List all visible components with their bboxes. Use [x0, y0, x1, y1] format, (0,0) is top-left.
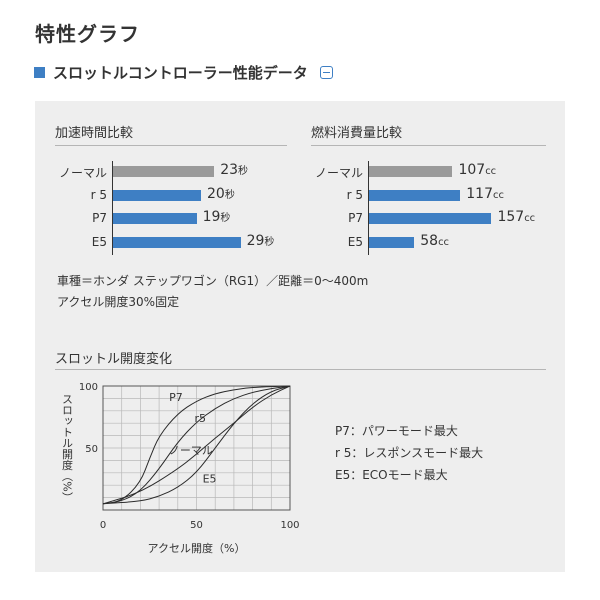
fuel-bar	[369, 236, 415, 248]
series-line-ノーマル	[102, 385, 291, 505]
note-accel-fixed: アクセル開度30%固定	[57, 295, 180, 309]
acceleration-bar-chart: ノーマル 23秒 r 5 20秒 P7 19秒 E5 29秒	[59, 161, 292, 257]
section-title: スロットルコントローラー性能データ	[53, 64, 308, 82]
acceleration-chart-title: 加速時間比較	[55, 126, 134, 141]
accel-value-label: 29秒	[246, 232, 275, 249]
series-label-r5: r5	[194, 412, 206, 425]
throttle-chart-title: スロットル開度変化	[55, 352, 173, 367]
accel-value-label: 23秒	[220, 162, 249, 178]
y-tick-label: 100	[79, 382, 98, 393]
fuel-value-label: 117cc	[466, 185, 504, 202]
fuel-category-label: P7	[348, 211, 363, 225]
series-line-r5	[102, 385, 291, 505]
fuel-category-label: ノーマル	[314, 166, 363, 180]
series-label-E5: E5	[203, 473, 217, 486]
page-title: 特性グラフ	[35, 22, 140, 46]
y-tick-label: 50	[85, 444, 98, 455]
accel-bar	[113, 189, 201, 201]
accel-value-label: 19秒	[202, 209, 231, 225]
x-axis-label: アクセル開度（%）	[148, 541, 246, 555]
legend-p7: P7：パワーモード最大	[335, 424, 458, 438]
fuel-bar	[369, 189, 461, 201]
collapse-toggle-button[interactable]	[319, 66, 333, 79]
fuel-value-label: 157cc	[497, 209, 536, 225]
fuel-bar-chart: ノーマル 107cc r 5 117cc P7 157cc E5 58cc	[315, 161, 558, 257]
fuel-bar	[369, 213, 492, 224]
plot-frame	[102, 385, 291, 511]
fuel-value-label: 58cc	[420, 232, 450, 249]
fuel-chart-title: 燃料消費量比較	[311, 126, 403, 141]
series-label-P7: P7	[169, 391, 183, 404]
accel-bar	[113, 213, 197, 224]
series-label-ノーマル: ノーマル	[169, 444, 213, 457]
accel-category-label: P7	[92, 211, 107, 225]
x-tick-label: 100	[280, 520, 299, 531]
legend-r5: r 5：レスポンスモード最大	[335, 446, 484, 460]
series-line-E5	[102, 385, 291, 505]
accel-category-label: ノーマル	[58, 166, 107, 180]
x-tick-label: 50	[190, 520, 203, 531]
performance-panel: 加速時間比較 ノーマル 23秒 r 5 20秒 P7 19秒 E5 29秒 燃料消費量比較 ノ…	[35, 101, 565, 572]
accel-bar	[113, 236, 241, 248]
accel-bar	[113, 166, 215, 177]
fuel-category-label: E5	[347, 234, 363, 249]
fuel-value-label: 107cc	[458, 162, 497, 178]
fuel-axis	[368, 161, 369, 255]
accel-value-label: 20秒	[207, 185, 235, 202]
accel-category-label: E5	[91, 234, 107, 249]
section-marker-icon	[34, 67, 45, 78]
throttle-title-rule	[55, 369, 546, 370]
acceleration-title-rule	[55, 145, 287, 146]
fuel-title-rule	[311, 145, 546, 146]
legend-e5: E5：ECOモード最大	[335, 468, 448, 482]
y-axis-label: スロットル開度（%）	[61, 393, 74, 502]
fuel-bar	[369, 166, 453, 177]
fuel-category-label: r 5	[346, 187, 363, 202]
accel-category-label: r 5	[90, 187, 107, 202]
accel-axis	[112, 161, 113, 255]
throttle-line-chart: 0 50 100 50 100 アクセル開度（%） スロットル開度（%） P7 r5 ノーマル E5	[61, 382, 300, 555]
note-vehicle: 車種＝ホンダ ステップワゴン（RG1）／距離＝0〜400m	[57, 274, 369, 288]
section-header: スロットルコントローラー性能データ	[34, 62, 333, 83]
x-tick-label: 0	[100, 520, 106, 531]
